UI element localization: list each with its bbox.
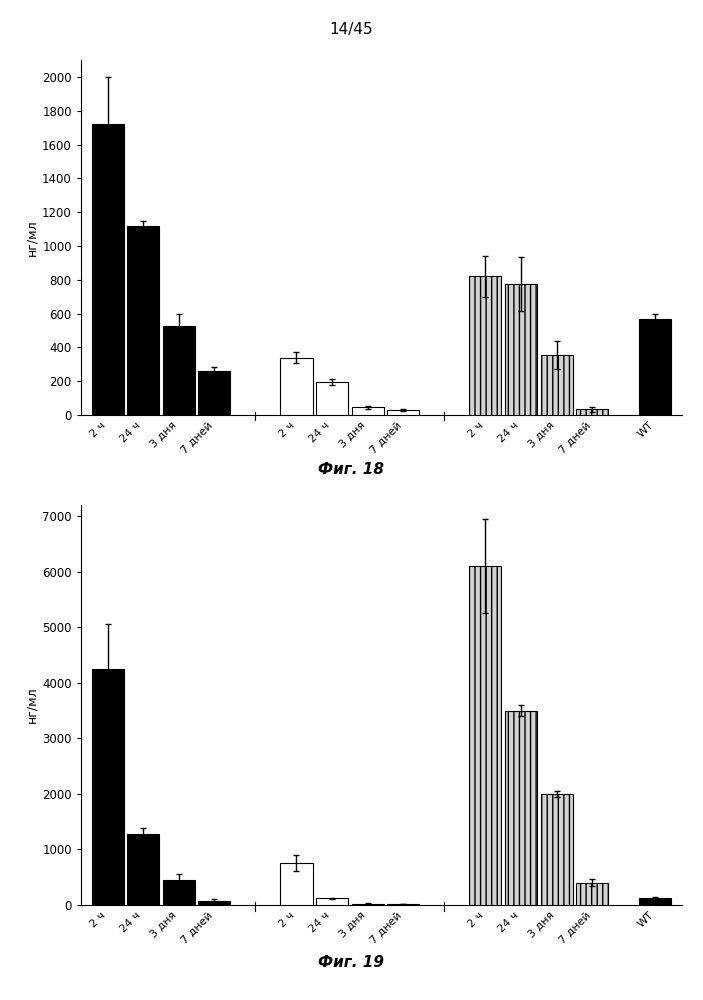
Bar: [387, 410, 419, 415]
Bar: [352, 904, 384, 905]
Bar: [639, 319, 671, 415]
Bar: [505, 284, 537, 415]
Text: Replagal: Replagal: [513, 529, 565, 542]
Bar: [91, 124, 124, 415]
Bar: [541, 355, 573, 415]
Bar: [576, 883, 608, 905]
Bar: [316, 898, 348, 905]
Bar: [576, 409, 608, 415]
Bar: [352, 407, 384, 415]
Y-axis label: нг/мл: нг/мл: [25, 687, 38, 723]
Text: 14/45: 14/45: [330, 22, 373, 37]
Bar: [280, 358, 313, 415]
Text: Фиг. 18: Фиг. 18: [318, 462, 385, 477]
Bar: [470, 276, 501, 415]
Text: prh-альфа-GAL-I-CL45: prh-альфа-GAL-I-CL45: [94, 529, 228, 542]
Bar: [505, 711, 537, 905]
Bar: [316, 382, 348, 415]
Bar: [127, 226, 159, 415]
Y-axis label: нг/мл: нг/мл: [25, 219, 38, 256]
Bar: [639, 898, 671, 905]
Bar: [127, 834, 159, 905]
Bar: [541, 794, 573, 905]
Bar: [470, 566, 501, 905]
Bar: [162, 326, 195, 415]
Bar: [91, 669, 124, 905]
Text: Фиг. 19: Фиг. 19: [318, 955, 385, 970]
Bar: [198, 371, 231, 415]
Text: prh-альфа-GAL-I: prh-альфа-GAL-I: [300, 529, 399, 542]
Bar: [162, 880, 195, 905]
Bar: [198, 901, 231, 905]
Bar: [280, 863, 313, 905]
